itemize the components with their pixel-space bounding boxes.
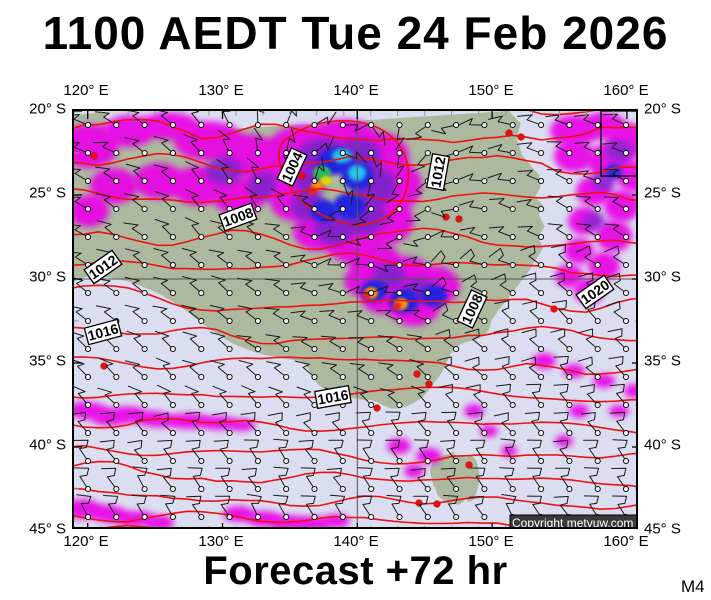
svg-text:Copyright metvuw.com: Copyright metvuw.com	[512, 516, 633, 529]
svg-text:1016: 1016	[86, 320, 120, 344]
